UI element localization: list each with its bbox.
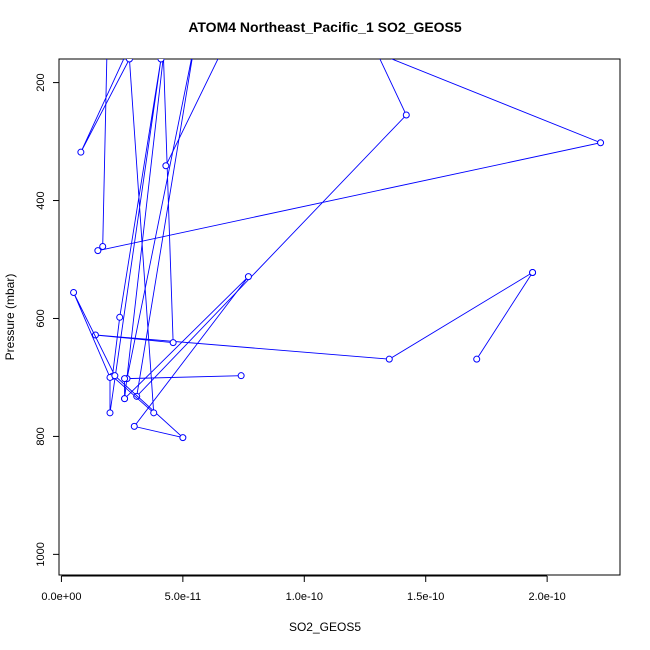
- series-2-point: [121, 395, 129, 403]
- chart-title: ATOM4 Northeast_Pacific_1 SO2_GEOS5: [188, 19, 462, 35]
- series-2-point: [106, 409, 114, 417]
- x-tick-label: 1.0e-10: [286, 591, 323, 603]
- series-1-point: [94, 247, 102, 255]
- x-tick-label: 5.0e-11: [165, 591, 202, 603]
- x-tick-label: 0.0e+00: [41, 591, 81, 603]
- series-1-point: [597, 139, 605, 147]
- series-1-point: [169, 339, 177, 347]
- series-1-point: [402, 111, 410, 119]
- y-tick-label: 800: [35, 427, 47, 445]
- series-1-point: [385, 355, 393, 363]
- series-1-point: [473, 355, 481, 363]
- y-tick-label: 200: [35, 73, 47, 91]
- series-1-point: [237, 372, 245, 380]
- series-layer: [70, 59, 605, 442]
- x-axis-label: SO2_GEOS5: [288, 620, 362, 634]
- x-tick-label: 1.5e-10: [407, 591, 444, 603]
- series-1-point: [529, 268, 537, 276]
- y-tick-label: 400: [35, 191, 47, 209]
- series-2-point: [116, 313, 124, 321]
- series-2-point: [111, 372, 119, 380]
- series-2-point: [77, 148, 85, 156]
- series-1-point: [121, 375, 129, 383]
- series-2-point: [244, 273, 252, 281]
- series-1-point: [161, 59, 166, 60]
- x-tick-label: 2.0e-10: [528, 591, 565, 603]
- y-tick-label: 1000: [35, 542, 47, 566]
- series-2-line: [73, 59, 249, 439]
- series-2-point: [150, 409, 158, 417]
- x-axis: 0.0e+00 5.0e-11 1.0e-10 1.5e-10 2.0e-10: [41, 575, 566, 603]
- series-2-point: [162, 162, 170, 170]
- series-2-point: [179, 434, 187, 442]
- series-1-point: [99, 243, 107, 251]
- series-2-point: [157, 59, 165, 63]
- plot-frame: [58, 58, 621, 576]
- series-2-point: [130, 422, 138, 430]
- y-axis: 200 400 600 800 1000: [35, 73, 60, 567]
- series-2-point: [125, 59, 133, 63]
- series-2-point: [70, 289, 78, 297]
- y-tick-label: 600: [35, 309, 47, 327]
